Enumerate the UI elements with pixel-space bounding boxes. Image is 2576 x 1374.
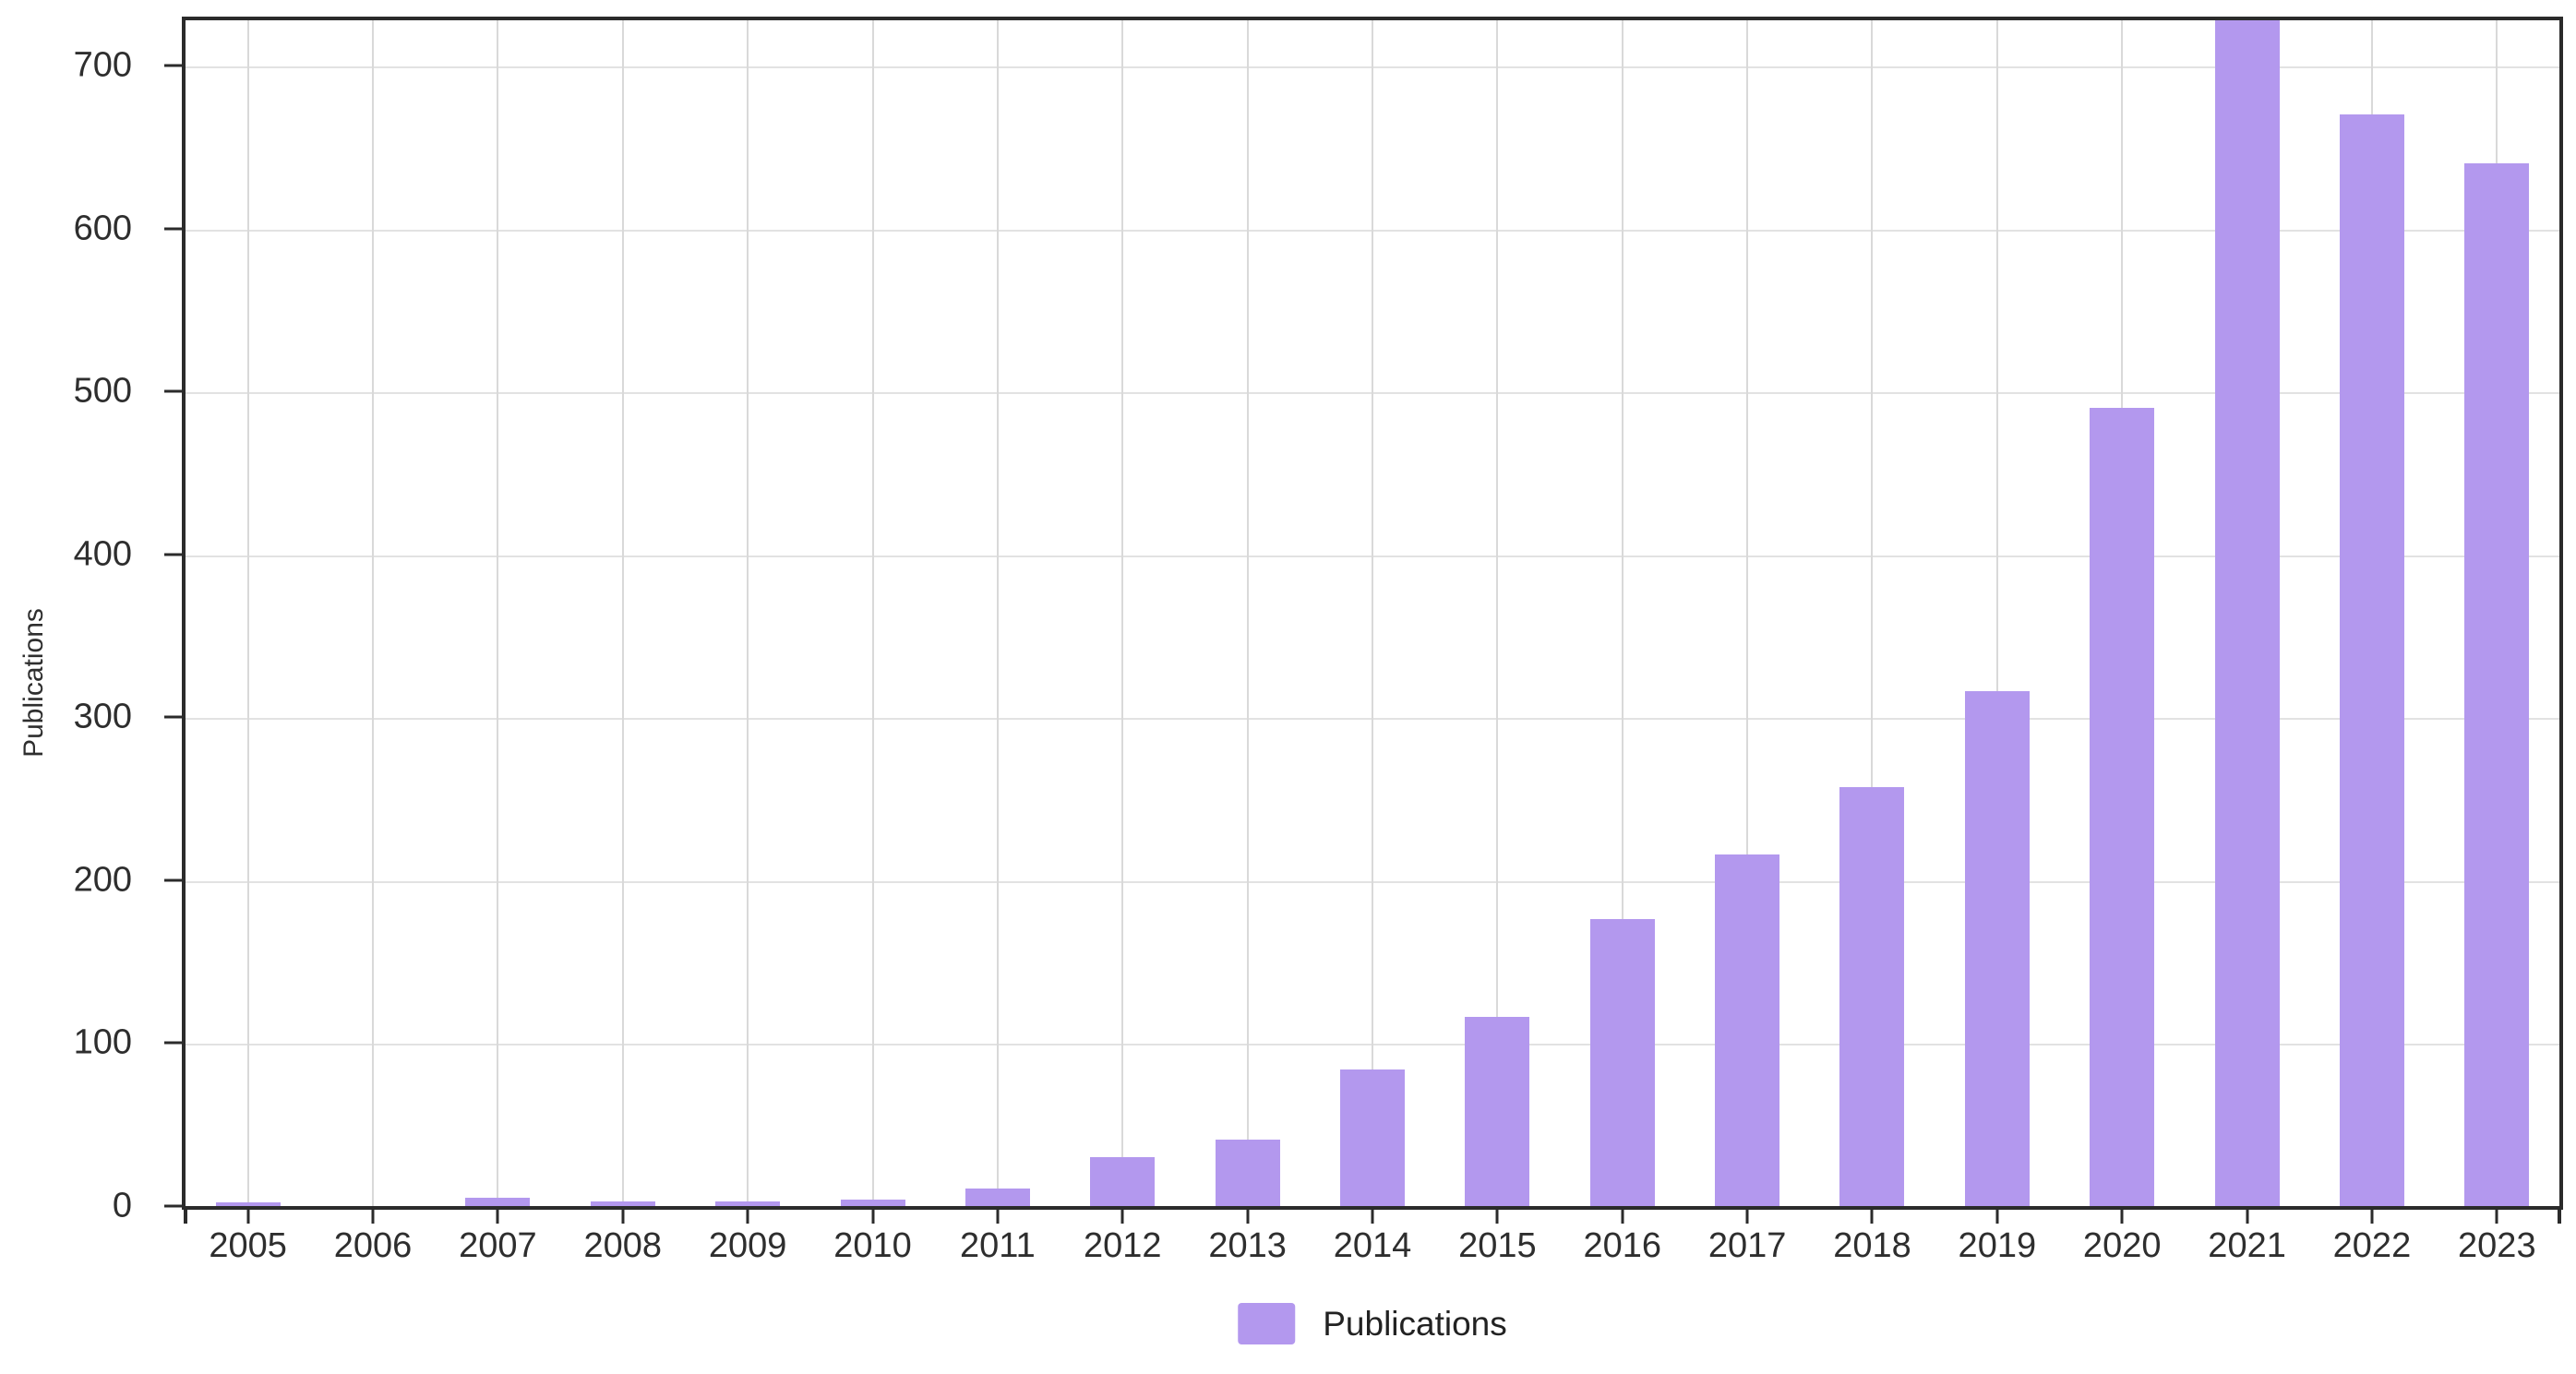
- x-tick-2005: [246, 1210, 250, 1224]
- x-tick-label-2019: 2019: [1958, 1226, 2037, 1265]
- y-tick-label-200: 200: [73, 860, 132, 900]
- x-tick-2020: [2120, 1210, 2124, 1224]
- y-tick-label-600: 600: [73, 209, 132, 248]
- bar-2021[interactable]: [2214, 20, 2280, 1206]
- bar-2022[interactable]: [2339, 114, 2404, 1206]
- gridline-x-2015: [1496, 20, 1499, 1206]
- gridline-x-2009: [747, 20, 749, 1206]
- gridline-x-2006: [372, 20, 375, 1206]
- x-tick-label-2014: 2014: [1333, 1226, 1412, 1265]
- x-tick-2008: [621, 1210, 625, 1224]
- y-tick-600: [164, 227, 182, 231]
- x-tick-label-2006: 2006: [333, 1226, 413, 1265]
- x-tick-2010: [871, 1210, 875, 1224]
- x-tick-2013: [1246, 1210, 1250, 1224]
- gridline-x-2005: [246, 20, 249, 1206]
- bar-2007[interactable]: [465, 1198, 531, 1206]
- gridline-x-2014: [1372, 20, 1373, 1206]
- bar-2009[interactable]: [715, 1201, 781, 1206]
- bar-2012[interactable]: [1090, 1157, 1156, 1206]
- x-tick-2023: [2495, 1210, 2498, 1224]
- x-tick-label-2012: 2012: [1083, 1226, 1162, 1265]
- y-tick-100: [164, 1041, 182, 1045]
- bar-2020[interactable]: [2090, 408, 2155, 1206]
- x-axis-right-end-tick: [2558, 1210, 2561, 1224]
- x-tick-label-2023: 2023: [2458, 1226, 2536, 1265]
- x-tick-label-2016: 2016: [1583, 1226, 1662, 1265]
- bar-2018[interactable]: [1839, 787, 1905, 1206]
- y-tick-label-300: 300: [73, 697, 132, 736]
- x-tick-2015: [1495, 1210, 1499, 1224]
- bar-2019[interactable]: [1964, 691, 2030, 1206]
- bar-2014[interactable]: [1340, 1069, 1405, 1206]
- x-tick-2011: [996, 1210, 1000, 1224]
- gridline-x-2007: [497, 20, 499, 1206]
- y-axis-tick-labels: 0 100 200 300 400 500 600 700: [0, 20, 159, 1225]
- x-tick-2007: [496, 1210, 499, 1224]
- x-tick-label-2010: 2010: [833, 1226, 912, 1265]
- x-tick-label-2020: 2020: [2082, 1226, 2162, 1265]
- x-tick-label-2018: 2018: [1833, 1226, 1911, 1265]
- y-axis-ticks-layer: [164, 20, 2559, 1208]
- gridline-x-2019: [1995, 20, 1998, 1206]
- x-tick-2018: [1870, 1210, 1874, 1224]
- x-axis-ticks-layer: [184, 20, 2561, 1224]
- x-tick-2017: [1745, 1210, 1749, 1224]
- x-tick-label-2021: 2021: [2208, 1226, 2286, 1265]
- gridline-x-2010: [871, 20, 874, 1206]
- x-tick-2019: [1995, 1210, 1999, 1224]
- gridline-x-2017: [1746, 20, 1749, 1206]
- x-tick-label-2013: 2013: [1208, 1226, 1287, 1265]
- x-tick-2009: [746, 1210, 749, 1224]
- bar-2016[interactable]: [1589, 919, 1655, 1206]
- y-tick-label-0: 0: [112, 1186, 132, 1225]
- gridline-x-2012: [1121, 20, 1124, 1206]
- bar-2008[interactable]: [590, 1201, 655, 1206]
- bar-2011[interactable]: [965, 1188, 1030, 1206]
- y-tick-0: [164, 1204, 182, 1208]
- gridline-x-2013: [1246, 20, 1249, 1206]
- x-tick-label-2008: 2008: [583, 1226, 663, 1265]
- bar-2015[interactable]: [1465, 1017, 1530, 1206]
- bar-2010[interactable]: [840, 1199, 905, 1206]
- y-tick-label-100: 100: [73, 1022, 132, 1062]
- gridline-x-2018: [1871, 20, 1874, 1206]
- bars-layer: [186, 20, 2559, 1206]
- y-tick-label-400: 400: [73, 534, 132, 574]
- plot-area: 0 100 200 300 400 500 600 700 2005 2006 2007 2008 2…: [74, 17, 2563, 1265]
- x-tick-label-2015: 2015: [1458, 1226, 1537, 1265]
- x-tick-2016: [1621, 1210, 1624, 1224]
- legend[interactable]: Publications: [1238, 1303, 1507, 1344]
- y-tick-500: [164, 389, 182, 393]
- x-axis-left-end-tick: [184, 1210, 187, 1224]
- legend-label: Publications: [1323, 1304, 1507, 1343]
- bar-2005[interactable]: [215, 1202, 281, 1206]
- x-tick-label-2017: 2017: [1707, 1226, 1787, 1265]
- x-tick-2012: [1120, 1210, 1124, 1224]
- x-tick-2014: [1371, 1210, 1374, 1224]
- bar-2023[interactable]: [2464, 163, 2530, 1206]
- y-tick-700: [164, 64, 182, 67]
- x-tick-label-2007: 2007: [459, 1226, 537, 1265]
- gridline-x-2016: [1621, 20, 1623, 1206]
- y-tick-label-500: 500: [73, 371, 132, 411]
- gridline-x-2008: [621, 20, 624, 1206]
- x-tick-label-2005: 2005: [209, 1226, 287, 1265]
- y-tick-label-700: 700: [73, 45, 132, 85]
- legend-color-swatch-icon: [1238, 1303, 1296, 1344]
- x-tick-label-2011: 2011: [960, 1226, 1036, 1265]
- x-tick-label-2022: 2022: [2332, 1226, 2412, 1265]
- x-tick-2022: [2370, 1210, 2374, 1224]
- gridline-x-2011: [996, 20, 999, 1206]
- x-tick-2021: [2246, 1210, 2249, 1224]
- y-tick-200: [164, 878, 182, 882]
- x-tick-label-2009: 2009: [708, 1226, 787, 1265]
- y-tick-400: [164, 553, 182, 556]
- bar-2017[interactable]: [1715, 854, 1780, 1206]
- bar-2013[interactable]: [1215, 1139, 1280, 1206]
- x-tick-2006: [371, 1210, 375, 1224]
- x-axis-tick-labels: 2005 2006 2007 2008 2009 2010 2011 2012 2013 2014…: [186, 20, 2559, 1265]
- y-tick-300: [164, 715, 182, 719]
